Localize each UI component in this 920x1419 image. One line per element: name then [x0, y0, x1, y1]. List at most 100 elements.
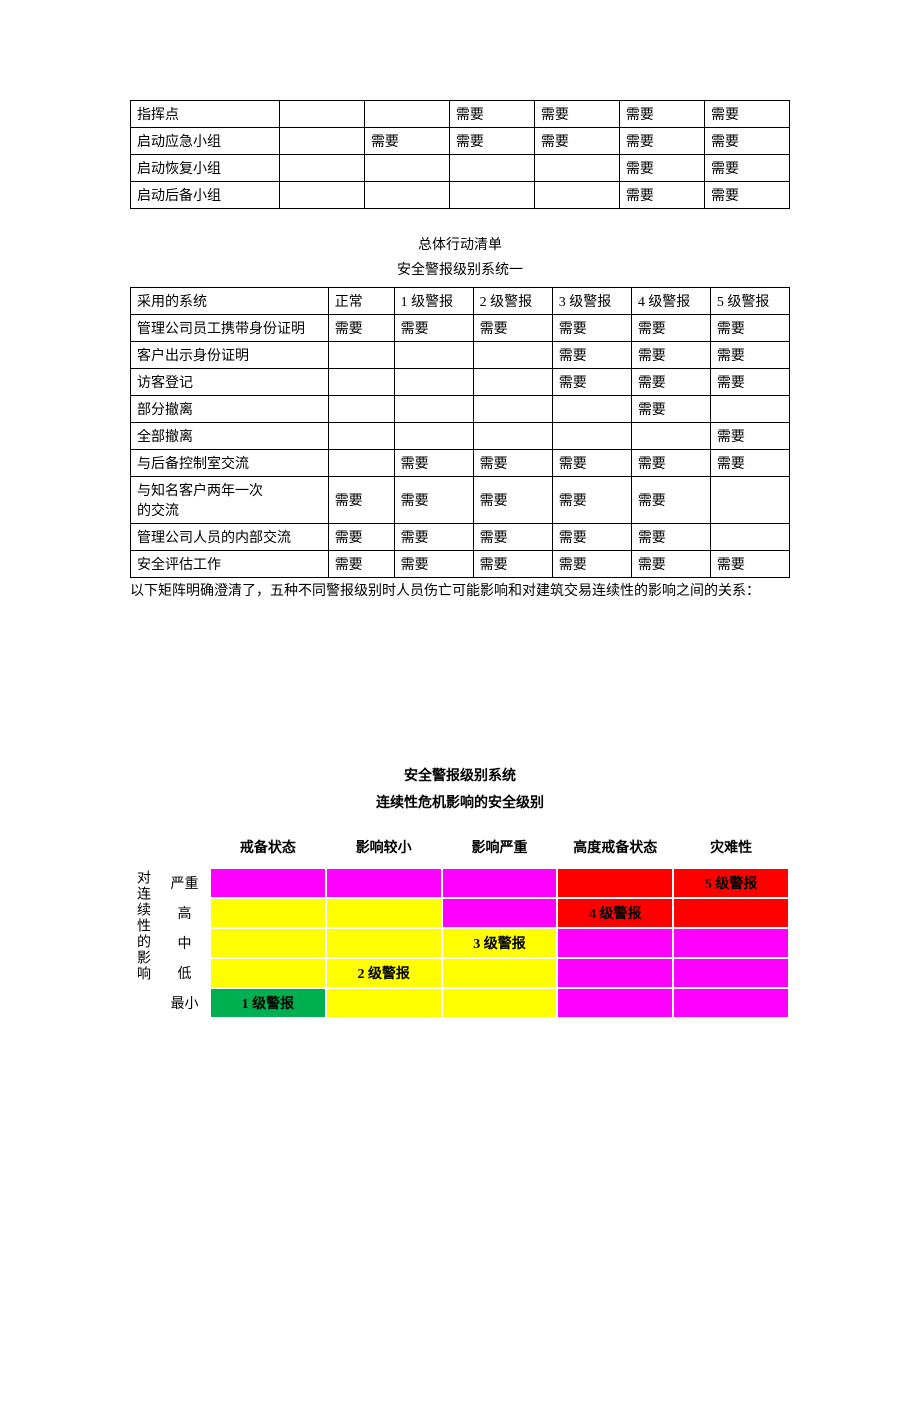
- table-row: 管理公司员工携带身份证明需要需要需要需要需要需要: [131, 315, 790, 342]
- table-header-cell: 正常: [328, 288, 394, 315]
- table-cell: 需要: [552, 477, 631, 524]
- table-header-cell: 1 级警报: [394, 288, 473, 315]
- table-row: 客户出示身份证明需要需要需要: [131, 342, 790, 369]
- table-cell: [364, 101, 449, 128]
- table-cell: [710, 524, 789, 551]
- table-cell: 全部撤离: [131, 423, 329, 450]
- table-cell: 需要: [631, 396, 710, 423]
- table-cell: 管理公司人员的内部交流: [131, 524, 329, 551]
- table-cell: [710, 396, 789, 423]
- matrix-cell: [442, 898, 558, 928]
- matrix-cell: [557, 928, 673, 958]
- matrix-cell: [210, 958, 326, 988]
- table-cell: [473, 396, 552, 423]
- table-cell: 访客登记: [131, 369, 329, 396]
- table-cell: [364, 182, 449, 209]
- matrix-cell: [673, 898, 789, 928]
- table-cell: [534, 182, 619, 209]
- matrix-cell: 5 级警报: [673, 868, 789, 898]
- section-title-1: 总体行动清单: [130, 233, 790, 258]
- matrix-row: 最小1 级警报: [160, 988, 789, 1018]
- matrix-intro-paragraph: 以下矩阵明确澄清了，五种不同警报级别时人员伤亡可能影响和对建筑交易连续性的影响之…: [130, 580, 790, 604]
- table-header-cell: 3 级警报: [552, 288, 631, 315]
- matrix-cell: [557, 958, 673, 988]
- table-header-cell: 2 级警报: [473, 288, 552, 315]
- table-cell: [394, 423, 473, 450]
- table-cell: 需要: [328, 551, 394, 578]
- matrix-col-header: 戒备状态: [210, 833, 326, 868]
- table-cell: 需要: [704, 128, 789, 155]
- matrix-row-header: 高: [160, 898, 210, 928]
- table-row: 指挥点需要需要需要需要: [131, 101, 790, 128]
- matrix-row: 中3 级警报: [160, 928, 789, 958]
- table-header-cell: 5 级警报: [710, 288, 789, 315]
- table-cell: [394, 369, 473, 396]
- table-header-cell: 4 级警报: [631, 288, 710, 315]
- table-cell: 需要: [710, 369, 789, 396]
- table-row: 安全评估工作需要需要需要需要需要需要: [131, 551, 790, 578]
- matrix-col-header: 高度戒备状态: [557, 833, 673, 868]
- matrix-row-header: 最小: [160, 988, 210, 1018]
- table-cell: [534, 155, 619, 182]
- matrix-cell: 3 级警报: [442, 928, 558, 958]
- table-row: 启动恢复小组需要需要: [131, 155, 790, 182]
- section-title-2: 安全警报级别系统一: [130, 258, 790, 283]
- table-cell: [328, 369, 394, 396]
- table-cell: [552, 423, 631, 450]
- table-cell: 指挥点: [131, 101, 280, 128]
- table-cell: 需要: [631, 342, 710, 369]
- matrix-y-axis-label: 对连续性的影响: [130, 870, 152, 982]
- table-cell: 需要: [631, 524, 710, 551]
- matrix-cell: [442, 958, 558, 988]
- table-row: 与知名客户两年一次的交流需要需要需要需要需要: [131, 477, 790, 524]
- table-cell: 需要: [394, 315, 473, 342]
- table-cell: 需要: [473, 315, 552, 342]
- table-cell: 需要: [631, 450, 710, 477]
- matrix-cell: [326, 988, 442, 1018]
- matrix-title-1: 安全警报级别系统: [130, 764, 790, 791]
- table-cell: [394, 342, 473, 369]
- table-cell: [279, 128, 364, 155]
- matrix-cell: 4 级警报: [557, 898, 673, 928]
- table-cell: [364, 155, 449, 182]
- matrix-title-block: 安全警报级别系统 连续性危机影响的安全级别: [130, 764, 790, 817]
- table-cell: 需要: [619, 155, 704, 182]
- matrix-cell: [326, 898, 442, 928]
- table-row: 启动应急小组需要需要需要需要需要: [131, 128, 790, 155]
- table-cell: 需要: [552, 315, 631, 342]
- table-cell: [473, 369, 552, 396]
- matrix-cell: [673, 958, 789, 988]
- matrix-cell: [326, 868, 442, 898]
- table-row: 启动后备小组需要需要: [131, 182, 790, 209]
- table-header-cell: 采用的系统: [131, 288, 329, 315]
- table-cell: 需要: [631, 315, 710, 342]
- matrix-row: 严重5 级警报: [160, 868, 789, 898]
- table-row: 全部撤离需要: [131, 423, 790, 450]
- table-cell: 需要: [552, 342, 631, 369]
- table-cell: 需要: [364, 128, 449, 155]
- matrix-corner-blank: [160, 833, 210, 868]
- table-cell: 需要: [552, 369, 631, 396]
- matrix-cell: [557, 988, 673, 1018]
- table-cell: 需要: [619, 101, 704, 128]
- matrix-col-header: 影响较小: [326, 833, 442, 868]
- table-cell: 需要: [710, 315, 789, 342]
- table-cell: [473, 342, 552, 369]
- table-row: 访客登记需要需要需要: [131, 369, 790, 396]
- table-cell: 需要: [394, 450, 473, 477]
- table-cell: [279, 155, 364, 182]
- matrix-cell: [210, 928, 326, 958]
- matrix-cell: [326, 928, 442, 958]
- table-cell: 需要: [534, 101, 619, 128]
- alarm-system-table: 采用的系统正常1 级警报2 级警报3 级警报4 级警报5 级警报管理公司员工携带…: [130, 287, 790, 578]
- matrix-title-2: 连续性危机影响的安全级别: [130, 791, 790, 818]
- table-cell: 需要: [394, 551, 473, 578]
- table-cell: 需要: [631, 369, 710, 396]
- section-titles: 总体行动清单 安全警报级别系统一: [130, 233, 790, 283]
- matrix-cell: [442, 988, 558, 1018]
- matrix-col-header: 灾难性: [673, 833, 789, 868]
- table-cell: [328, 423, 394, 450]
- table-cell: [279, 182, 364, 209]
- table-cell: 需要: [534, 128, 619, 155]
- table-cell: 需要: [704, 182, 789, 209]
